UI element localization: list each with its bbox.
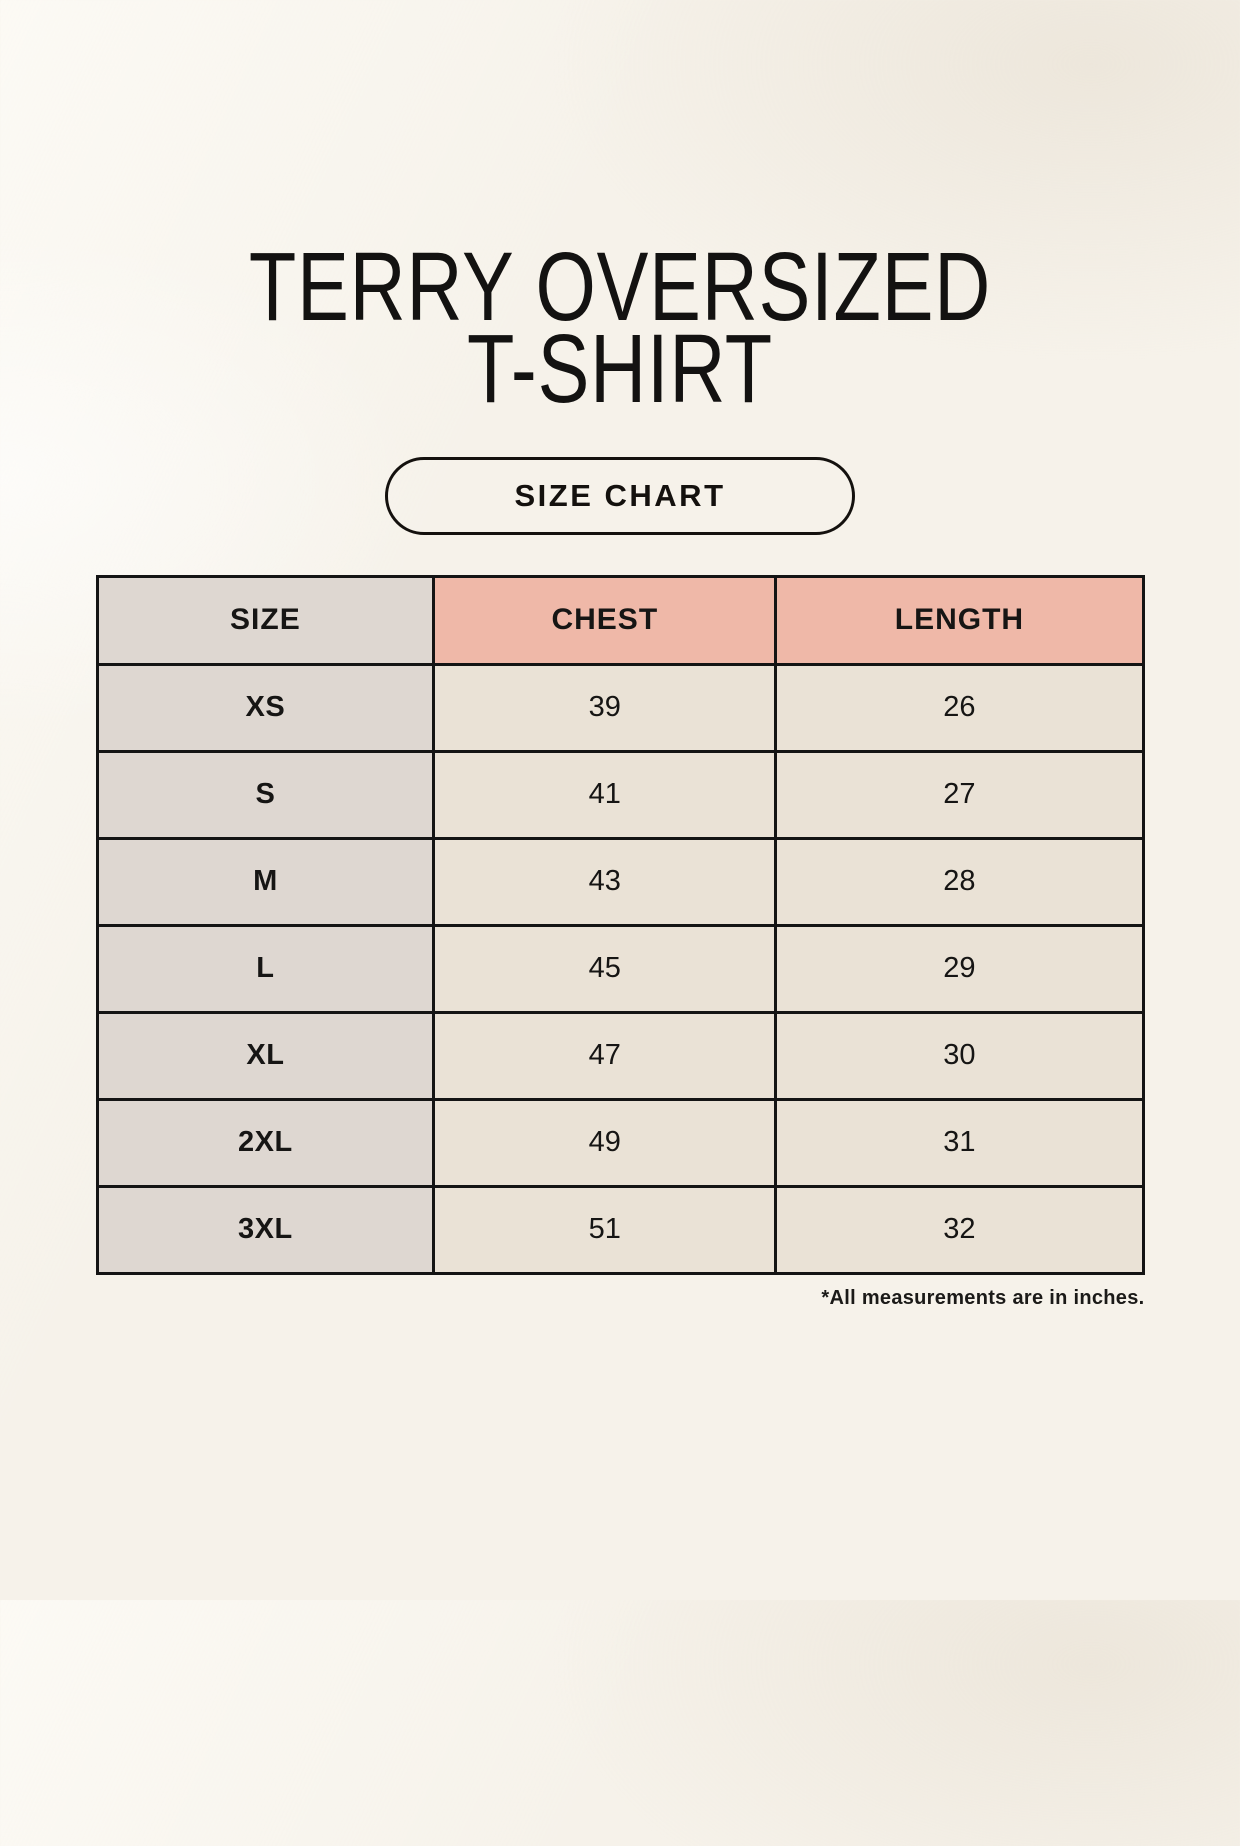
chest-cell: 45 bbox=[432, 923, 778, 1014]
col-header-length: LENGTH bbox=[774, 574, 1145, 666]
title-line-1: TERRY OVERSIZED bbox=[248, 232, 992, 341]
size-cell: XS bbox=[95, 662, 436, 753]
length-cell: 31 bbox=[774, 1097, 1145, 1188]
page-title: TERRY OVERSIZED T-SHIRT bbox=[124, 238, 1116, 417]
page-background: { "header": { "title_line1": "TERRY OVER… bbox=[0, 238, 1240, 1846]
table-row: M 43 28 bbox=[95, 836, 1145, 927]
length-cell: 30 bbox=[774, 1010, 1145, 1101]
size-cell: L bbox=[95, 923, 436, 1014]
size-cell: 2XL bbox=[95, 1097, 436, 1188]
size-chart-button[interactable]: SIZE CHART bbox=[385, 456, 855, 535]
size-cell: XL bbox=[95, 1010, 436, 1101]
table-row: 2XL 49 31 bbox=[95, 1097, 1145, 1188]
table-header-row: SIZE CHEST LENGTH bbox=[95, 574, 1145, 666]
col-header-size: SIZE bbox=[95, 574, 436, 666]
chest-cell: 51 bbox=[432, 1184, 778, 1275]
chest-cell: 47 bbox=[432, 1010, 778, 1101]
length-cell: 27 bbox=[774, 749, 1145, 840]
size-cell: 3XL bbox=[95, 1184, 436, 1275]
chest-cell: 49 bbox=[432, 1097, 778, 1188]
size-cell: M bbox=[95, 836, 436, 927]
table-row: XS 39 26 bbox=[95, 662, 1145, 753]
table-row: XL 47 30 bbox=[95, 1010, 1145, 1101]
col-header-chest: CHEST bbox=[432, 574, 778, 666]
size-chart-table-container: SIZE CHEST LENGTH XS 39 26 S 41 27 M 43 … bbox=[95, 574, 1145, 1275]
table-row: 3XL 51 32 bbox=[95, 1184, 1145, 1275]
size-chart-button-label: SIZE CHART bbox=[514, 477, 726, 513]
chest-cell: 39 bbox=[432, 662, 778, 753]
table-row: L 45 29 bbox=[95, 923, 1145, 1014]
chest-cell: 43 bbox=[432, 836, 778, 927]
length-cell: 28 bbox=[774, 836, 1145, 927]
length-cell: 26 bbox=[774, 662, 1145, 753]
size-chart-table: SIZE CHEST LENGTH XS 39 26 S 41 27 M 43 … bbox=[95, 574, 1145, 1275]
title-line-2: T-SHIRT bbox=[467, 314, 773, 424]
chest-cell: 41 bbox=[432, 749, 778, 840]
size-cell: S bbox=[95, 749, 436, 840]
table-row: S 41 27 bbox=[95, 749, 1145, 840]
measurements-footnote: *All measurements are in inches. bbox=[821, 1286, 1145, 1309]
length-cell: 32 bbox=[774, 1184, 1145, 1275]
length-cell: 29 bbox=[774, 923, 1145, 1014]
